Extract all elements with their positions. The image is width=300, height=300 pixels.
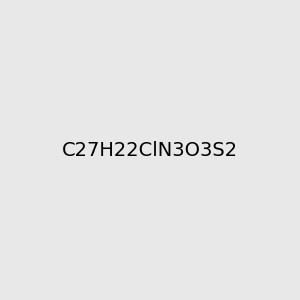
Text: C27H22ClN3O3S2: C27H22ClN3O3S2 (62, 140, 238, 160)
